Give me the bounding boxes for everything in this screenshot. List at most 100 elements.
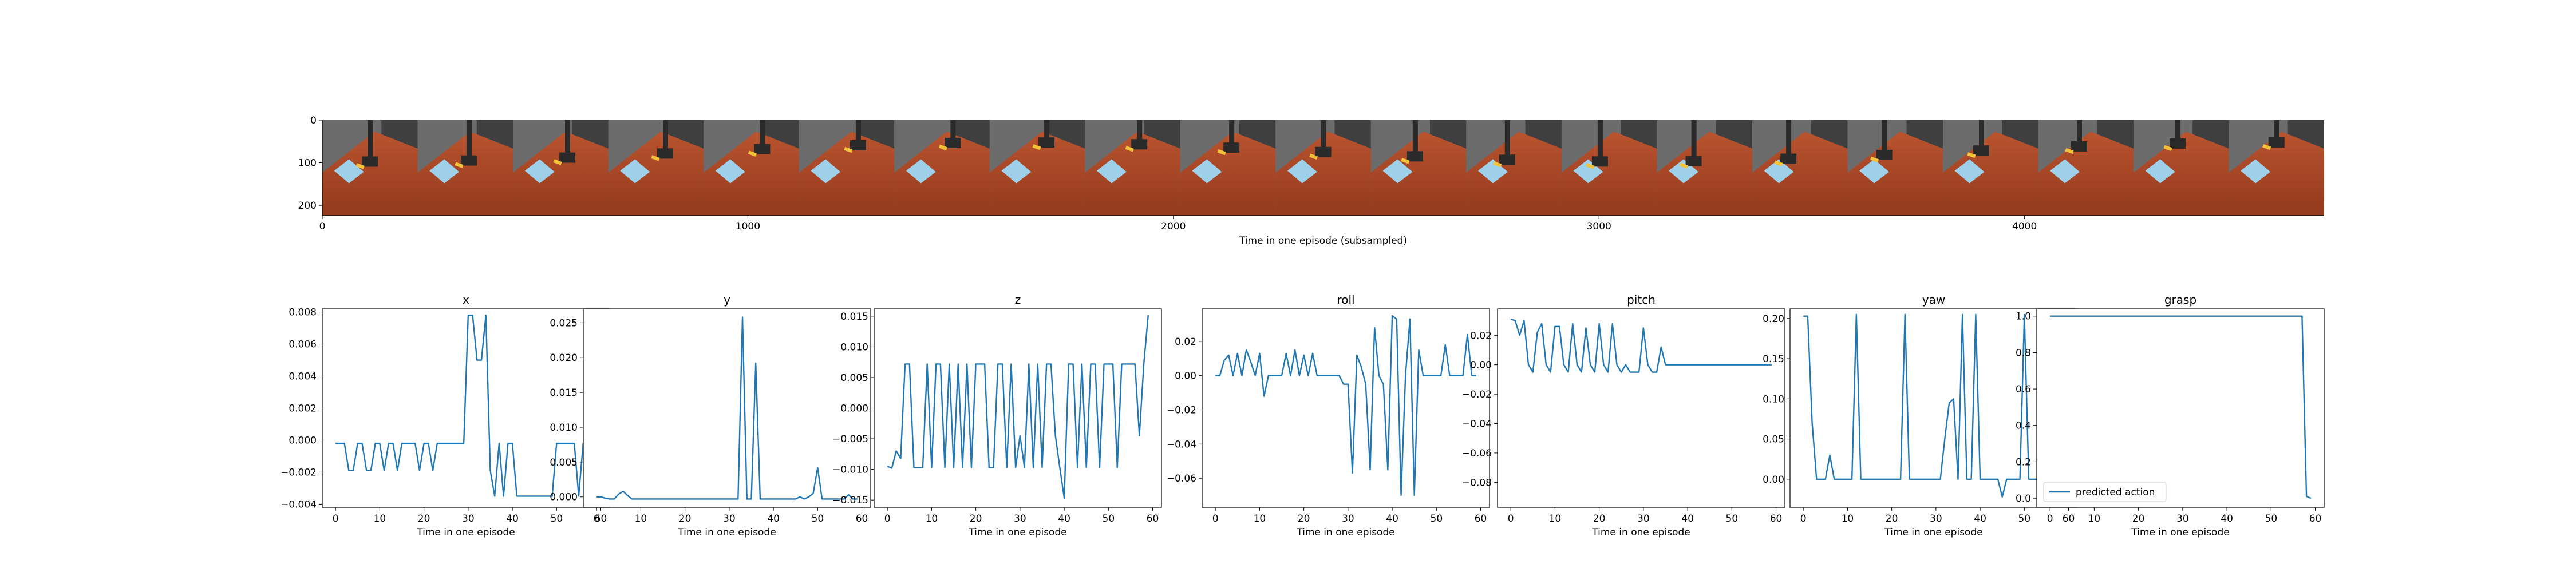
chart-pitch: 0 10 20 30 40 50 60 −0.08 −0.06 −0.04 −0.02 0.00 0.0… [1462,293,1785,538]
episode-frame [1847,120,1943,216]
frame-robot-arm [950,120,956,139]
frame-cloth [715,159,745,184]
y-tick-label: 0.00 [1175,371,1196,382]
y-tick-label: 0.000 [550,492,578,503]
y-tick-label: 0.000 [840,403,868,415]
chart-frame [2036,308,2325,508]
y-tick-label: 0.015 [550,387,578,399]
chart-x-axis-label: Time in one episode [416,527,515,538]
y-tick-label: 0.15 [1763,353,1784,365]
x-tick-label: 50 [1431,513,1443,525]
frame-object [2065,148,2074,154]
frame-cloth [2241,159,2271,184]
frame-robot-arm [1412,120,1418,153]
frame-table [1370,132,1467,216]
episode-frame [2133,120,2230,216]
x-tick-label: 60 [1147,513,1159,525]
frame-robot-arm [1137,120,1143,141]
x-tick-label: 10 [374,513,386,525]
frame-robot-arm [855,120,861,141]
x-tick-label: 0 [2047,513,2053,525]
chart-title: pitch [1627,293,1656,307]
x-tick-label: 30 [1014,513,1026,525]
x-tick-label: 60 [2063,513,2075,525]
frame-table [1657,132,1753,216]
y-tick-label: 0.005 [550,457,578,468]
episode-frame [1275,120,1372,216]
frame-object [1401,158,1410,164]
x-tick-label: 30 [723,513,736,525]
chart-frame [1202,308,1490,508]
episode-frame [2038,120,2134,216]
chart-frame [583,308,871,508]
y-tick-label: 0.05 [1763,434,1784,446]
x-tick-label: 10 [1254,513,1266,525]
filmstrip-x-tick-label: 2000 [1161,221,1186,232]
frame-object [455,162,464,168]
chart-frame [1789,308,2078,508]
x-tick-label: 20 [1593,513,1606,525]
frame-cloth [1287,159,1317,184]
y-tick-label: 0.008 [289,307,317,319]
chart-x: 0 10 20 30 40 50 60 −0.004 −0.002 0.000 0.002 0.004… [280,293,610,538]
x-tick-label: 40 [506,513,519,525]
frame-robot-gripper [657,148,673,159]
frame-robot-gripper [2071,141,2087,152]
x-tick-label: 20 [1298,513,1310,525]
x-tick-label: 20 [418,513,430,525]
frame-robot-gripper [1685,156,1702,166]
frame-cloth [1764,159,1794,184]
x-tick-label: 40 [1681,513,1694,525]
frame-object [1217,149,1226,156]
frame-robot-gripper [460,155,477,166]
frame-robot-arm [662,120,668,150]
y-tick-label: 0.6 [2016,384,2031,395]
frame-robot-arm [368,120,373,158]
x-tick-label: 50 [812,513,824,525]
frame-cloth [1954,159,1985,184]
frame-object [553,159,562,165]
chart-frame [322,308,610,508]
x-tick-label: 0 [594,513,600,525]
frame-object [651,155,660,161]
y-tick-label: −0.04 [1462,418,1492,430]
frame-robot-gripper [2268,137,2285,148]
y-tick-label: −0.005 [832,434,868,445]
frame-table [608,132,705,216]
frame-robot-arm [1044,120,1050,139]
frame-robot-gripper [559,152,576,163]
frame-cloth [811,159,841,184]
x-tick-label: 10 [1549,513,1562,525]
frame-cloth [2145,159,2175,184]
frame-table [704,132,800,216]
chart-x-axis-label: Time in one episode [1591,527,1690,538]
y-tick-label: 0.006 [289,339,317,351]
y-tick-label: 0.10 [1763,394,1784,405]
x-tick-label: 50 [1726,513,1739,525]
frame-table [1942,132,2039,216]
y-tick-label: 0.005 [840,372,868,384]
chart-title: grasp [2164,293,2196,307]
frame-table [894,132,990,216]
frame-table [322,132,418,216]
frame-robot-gripper [1591,156,1608,167]
episode-frame [608,120,705,216]
filmstrip-x-tick-label: 4000 [2012,221,2037,232]
frame-robot-gripper [1131,139,1148,150]
chart-frame [1497,308,1785,508]
chart-roll: 0 10 20 30 40 50 60 −0.06 −0.04 −0.02 0.00 0.02 roll… [1167,293,1490,538]
y-tick-label: 0.015 [840,311,868,323]
frame-object [938,144,948,151]
frame-cloth [1477,159,1508,184]
x-tick-label: 40 [1386,513,1398,525]
x-tick-label: 20 [1886,513,1898,525]
y-tick-label: −0.004 [280,499,317,510]
x-tick-label: 0 [1508,513,1514,525]
x-tick-label: 10 [635,513,647,525]
chart-x-axis-label: Time in one episode [677,527,776,538]
chart-title: z [1015,293,1021,307]
x-tick-label: 0 [884,513,891,525]
chart-legend: predicted action [2043,482,2167,502]
filmstrip-y-tick-label: 200 [298,200,317,212]
x-tick-label: 60 [1475,513,1487,525]
